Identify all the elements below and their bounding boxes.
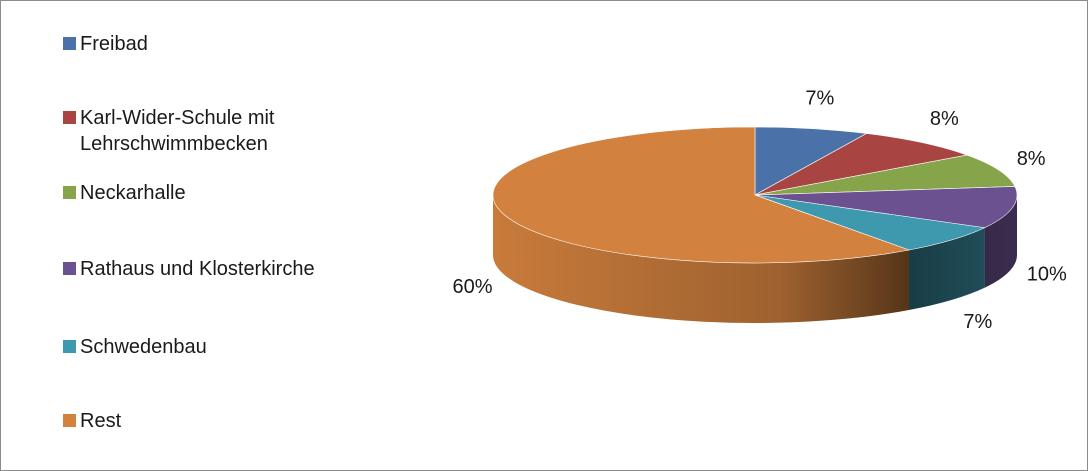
legend-item-freibad: Freibad: [63, 31, 380, 57]
pie-slice-rest: [492, 126, 911, 264]
legend-label: Neckarhalle: [80, 182, 186, 204]
legend-swatch: [63, 262, 76, 275]
pie-side-rathaus-und-klosterkirche: [984, 195, 1017, 288]
pie-data-labels: 7% 8% 8% 10% 7% 60%: [453, 87, 1067, 333]
data-label-neckarhalle: 8%: [1017, 148, 1046, 170]
data-label-karl-wider-schule-mit-lehrschwimmbecken: 8%: [930, 108, 959, 130]
data-label-rest: 60%: [453, 276, 493, 298]
legend-item-neckarhalle: Neckarhalle: [63, 180, 380, 206]
legend-item-rathaus: Rathaus und Klosterkirche: [63, 256, 380, 282]
pie-slice-neckarhalle: [754, 154, 1016, 196]
data-label-schwedenbau: 7%: [963, 311, 992, 333]
legend-swatch: [63, 37, 76, 50]
legend-item-rest: Rest: [63, 408, 380, 434]
pie-slice-rathaus-und-klosterkirche: [754, 186, 1018, 229]
data-label-rathaus-und-klosterkirche: 10%: [1027, 264, 1067, 286]
legend-label: Rathaus und Klosterkirche: [80, 258, 315, 280]
legend-label: Freibad: [80, 33, 148, 55]
legend-swatch: [63, 340, 76, 353]
legend-item-schwedenbau: Schwedenbau: [63, 334, 380, 360]
legend-label: Karl-Wider-Schule mit Lehrschwimmbecken: [80, 107, 275, 155]
legend-swatch: [63, 186, 76, 199]
pie-slice-schwedenbau: [754, 194, 986, 251]
legend-swatch: [63, 111, 76, 124]
pie-side-schwedenbau: [908, 227, 985, 311]
chart-legend: Freibad Karl-Wider-Schule mit Lehrschwim…: [63, 1, 423, 471]
legend-swatch: [63, 414, 76, 427]
legend-label: Schwedenbau: [80, 336, 207, 358]
pie-side-walls: [493, 195, 1017, 324]
data-label-freibad: 7%: [805, 87, 834, 109]
pie-side-rest: [493, 195, 909, 324]
legend-label: Rest: [80, 410, 122, 432]
pie-slice-karl-wider-schule-mit-lehrschwimmbecken: [754, 133, 969, 196]
legend-item-karl-wider-schule: Karl-Wider-Schule mit Lehrschwimmbecken: [63, 105, 340, 157]
pie-slice-freibad: [754, 126, 868, 196]
pie-top-face: [492, 126, 1018, 264]
